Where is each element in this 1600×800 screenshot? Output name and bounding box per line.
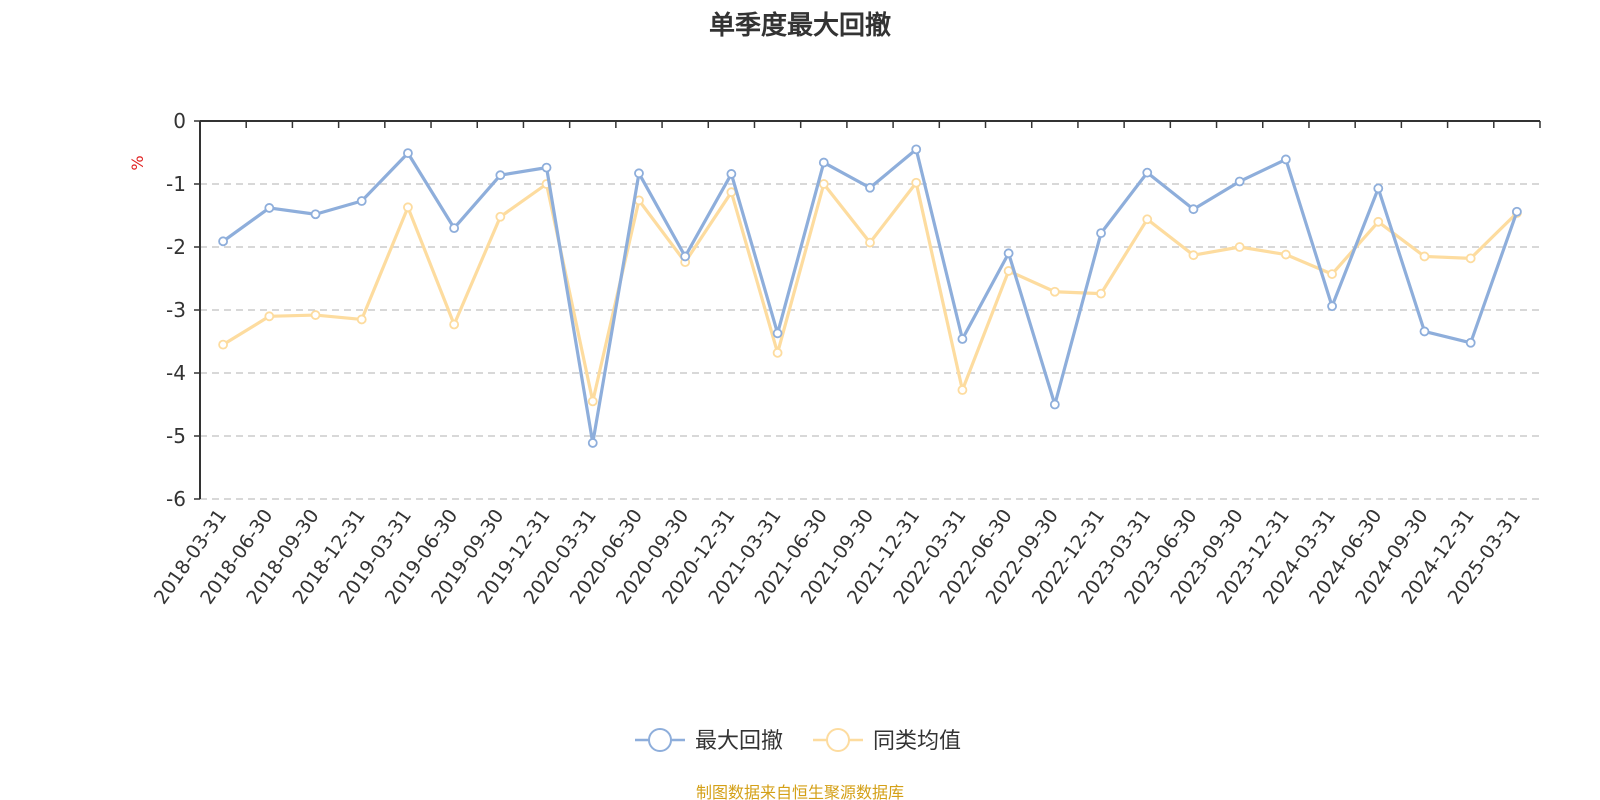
legend-label: 最大回撤: [695, 729, 783, 754]
data-point[interactable]: [1234, 176, 1245, 187]
data-point[interactable]: [1096, 228, 1106, 239]
data-point[interactable]: [1234, 242, 1245, 252]
gridlines: [200, 183, 1540, 500]
data-point[interactable]: [403, 148, 413, 159]
data-point[interactable]: [911, 144, 922, 155]
data-point[interactable]: [310, 209, 321, 220]
data-point[interactable]: [587, 438, 598, 448]
data-point[interactable]: [1188, 204, 1199, 215]
data-point[interactable]: [587, 396, 598, 407]
y-tick-label: -2: [166, 235, 186, 259]
legend-item[interactable]: 最大回撤: [635, 728, 783, 754]
legend-swatch-marker: [648, 728, 672, 752]
data-point[interactable]: [1142, 167, 1153, 178]
data-point[interactable]: [1511, 206, 1522, 217]
data-point[interactable]: [1142, 214, 1153, 225]
data-point[interactable]: [1465, 337, 1476, 348]
series-layer: [218, 144, 1522, 448]
data-point[interactable]: [1003, 248, 1014, 259]
y-tick-label: 0: [173, 109, 186, 133]
data-point[interactable]: [264, 203, 275, 213]
data-point[interactable]: [865, 237, 875, 248]
data-point[interactable]: [1327, 269, 1337, 279]
data-point[interactable]: [818, 179, 829, 189]
data-point[interactable]: [726, 169, 737, 179]
data-point[interactable]: [218, 339, 229, 350]
data-point[interactable]: [1280, 249, 1291, 260]
data-point[interactable]: [495, 211, 506, 222]
data-source-note: 制图数据来自恒生聚源数据库: [696, 783, 904, 800]
data-point[interactable]: [726, 187, 737, 198]
data-point[interactable]: [356, 196, 367, 206]
data-point[interactable]: [865, 182, 875, 193]
series-line: [221, 147, 1519, 445]
data-point[interactable]: [911, 177, 922, 188]
legend-item[interactable]: 同类均值: [813, 728, 961, 754]
chart-title: 单季度最大回撤: [709, 10, 891, 41]
data-point[interactable]: [495, 170, 506, 181]
data-point[interactable]: [1096, 288, 1106, 299]
y-tick-label: -4: [166, 361, 186, 385]
data-point[interactable]: [1280, 154, 1291, 165]
data-point[interactable]: [1465, 253, 1476, 264]
data-point[interactable]: [1419, 326, 1430, 337]
data-point[interactable]: [772, 347, 783, 358]
series-2: [218, 177, 1522, 407]
series-1: [218, 144, 1522, 448]
data-point[interactable]: [264, 311, 275, 322]
data-point[interactable]: [356, 314, 367, 325]
data-point[interactable]: [1049, 399, 1060, 410]
data-point[interactable]: [1373, 183, 1384, 194]
y-axis-unit: %: [128, 155, 147, 170]
data-point[interactable]: [634, 168, 644, 179]
data-point[interactable]: [1419, 251, 1430, 262]
series-line: [221, 181, 1519, 403]
data-point[interactable]: [541, 162, 552, 173]
y-tick-label: -6: [166, 487, 186, 511]
data-point[interactable]: [680, 251, 691, 262]
data-point[interactable]: [1373, 216, 1384, 227]
data-point[interactable]: [1327, 301, 1337, 312]
y-tick-label: -1: [166, 172, 186, 196]
legend[interactable]: 最大回撤 同类均值: [635, 728, 961, 754]
y-tick-label: -5: [166, 424, 186, 448]
data-point[interactable]: [1003, 266, 1014, 276]
data-point[interactable]: [310, 310, 321, 320]
data-point[interactable]: [1188, 250, 1199, 261]
data-point[interactable]: [957, 334, 968, 344]
legend-swatch-marker: [826, 728, 850, 752]
data-point[interactable]: [1049, 286, 1060, 297]
legend-label: 同类均值: [873, 729, 961, 754]
data-point[interactable]: [818, 157, 829, 168]
data-point[interactable]: [957, 385, 968, 395]
data-point[interactable]: [772, 328, 783, 339]
y-tick-label: -3: [166, 298, 186, 322]
data-point[interactable]: [218, 236, 229, 247]
data-point[interactable]: [403, 202, 413, 213]
data-point[interactable]: [449, 223, 460, 234]
data-point[interactable]: [449, 319, 460, 330]
